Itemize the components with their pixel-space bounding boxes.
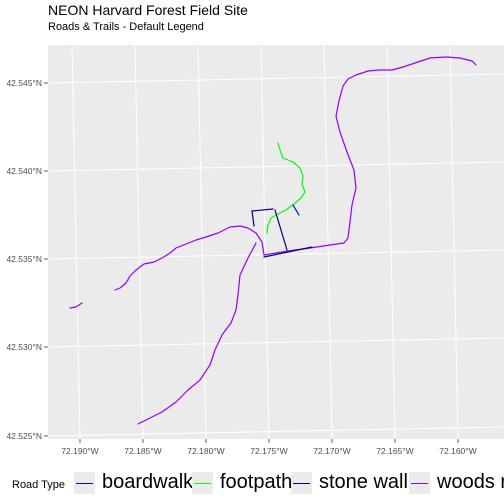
stone-wall-segment (263, 246, 313, 258)
stone-wall-segment (251, 210, 255, 227)
lon-tick-label: 72.180°W (187, 446, 224, 456)
footpath-lines (266, 142, 306, 234)
footpath-trail (266, 142, 306, 234)
woods-road-lines (69, 56, 477, 425)
woods-road-fragment (69, 302, 83, 309)
legend-key-line (293, 483, 310, 485)
plot-panel (48, 45, 504, 439)
latitude-axis: 42.545°N 42.540°N 42.535°N 42.530°N 42.5… (6, 78, 48, 441)
grid-line (47, 161, 504, 172)
stone-wall-lines (251, 208, 313, 258)
map-title: NEON Harvard Forest Field Site (48, 2, 248, 18)
boardwalk-lines (292, 204, 300, 216)
legend-key-line (76, 483, 93, 485)
lat-tick-label: 42.535°N (6, 254, 42, 264)
legend-label: boardwalk (102, 471, 194, 493)
grid-line (386, 44, 396, 440)
lon-tick-label: 72.175°W (250, 446, 287, 456)
legend-key (409, 472, 430, 494)
lat-tick-label: 42.530°N (6, 342, 42, 352)
legend-title: Road Type (12, 479, 66, 491)
longitude-axis: 72.190°W 72.185°W 72.180°W 72.175°W 72.1… (61, 439, 477, 456)
grid-line (71, 44, 81, 440)
grid-line (134, 44, 144, 440)
lat-tick-label: 42.525°N (6, 431, 42, 441)
boardwalk-segment (292, 204, 300, 216)
stone-wall-segment (251, 208, 274, 212)
legend-label: footpath (220, 471, 293, 493)
lon-tick-label: 72.190°W (61, 446, 98, 456)
lon-tick-label: 72.160°W (439, 446, 476, 456)
grid-line (47, 73, 504, 84)
lat-tick-label: 42.545°N (6, 78, 42, 88)
grid-line (260, 44, 270, 440)
grid-line (47, 426, 504, 437)
map-subtitle: Roads & Trails - Default Legend (48, 21, 204, 33)
lat-tick-label: 42.540°N (6, 166, 42, 176)
grid-line (449, 44, 459, 440)
legend-key (74, 472, 95, 494)
stone-wall-segment (274, 209, 288, 251)
legend-label: woods road (437, 471, 504, 493)
legend-key (291, 472, 312, 494)
legend-key (192, 472, 213, 494)
woods-road-main (263, 56, 477, 256)
lon-tick-label: 72.170°W (313, 446, 350, 456)
grid-line (323, 44, 333, 440)
woods-road-south (137, 242, 257, 425)
graticule (47, 44, 504, 440)
lon-tick-label: 72.185°W (124, 446, 161, 456)
grid-line (47, 337, 504, 348)
legend-key-line (411, 483, 428, 485)
legend-label: stone wall (319, 471, 408, 493)
legend-key-line (194, 483, 211, 485)
lon-tick-label: 72.165°W (376, 446, 413, 456)
woods-road-west (114, 225, 265, 291)
